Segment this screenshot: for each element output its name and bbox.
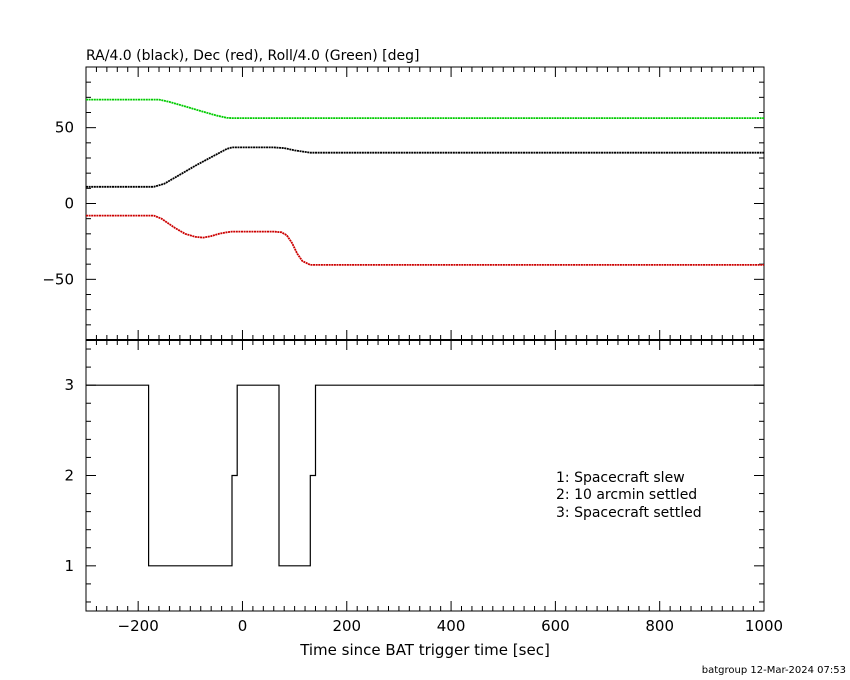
x-tick-label: 800 bbox=[645, 617, 674, 635]
y-tick-label: 3 bbox=[64, 376, 74, 394]
series-line-0-2 bbox=[86, 98, 764, 119]
series-line-0-0 bbox=[86, 146, 764, 188]
x-tick-label: 600 bbox=[541, 617, 570, 635]
x-tick-label: 200 bbox=[332, 617, 361, 635]
top-panel-series bbox=[86, 98, 764, 266]
y-tick-label: 2 bbox=[64, 467, 74, 485]
x-tick-label: 0 bbox=[238, 617, 248, 635]
x-axis-label: Time since BAT trigger time [sec] bbox=[299, 641, 550, 659]
bottom-panel: −200 0 200 400 600 800 1000 1 2 3 1: Spacecraft s… bbox=[64, 339, 783, 659]
legend-slew: 1: Spacecraft slew bbox=[556, 470, 685, 486]
legend-settled: 3: Spacecraft settled bbox=[556, 505, 702, 521]
series-line-0-1 bbox=[86, 214, 764, 266]
y-tick-label: −50 bbox=[42, 270, 74, 288]
y-tick-label: 50 bbox=[55, 119, 74, 137]
top-panel-title: RA/4.0 (black), Dec (red), Roll/4.0 (Gre… bbox=[86, 48, 419, 64]
x-tick-label: −200 bbox=[118, 617, 159, 635]
series-line-1-0 bbox=[86, 384, 764, 567]
top-panel: RA/4.0 (black), Dec (red), Roll/4.0 (Gre… bbox=[42, 48, 765, 341]
legend-10arcmin: 2: 10 arcmin settled bbox=[556, 487, 697, 503]
top-panel-ticks: −50 0 50 bbox=[42, 66, 765, 341]
x-tick-label: 400 bbox=[437, 617, 466, 635]
y-tick-label: 1 bbox=[64, 557, 74, 575]
footer-stamp: batgroup 12-Mar-2024 07:53 bbox=[702, 665, 846, 676]
bottom-panel-ticks: −200 0 200 400 600 800 1000 1 2 3 bbox=[64, 340, 783, 635]
y-tick-label: 0 bbox=[64, 195, 74, 213]
x-tick-label: 1000 bbox=[745, 617, 783, 635]
bottom-panel-series bbox=[86, 384, 764, 567]
